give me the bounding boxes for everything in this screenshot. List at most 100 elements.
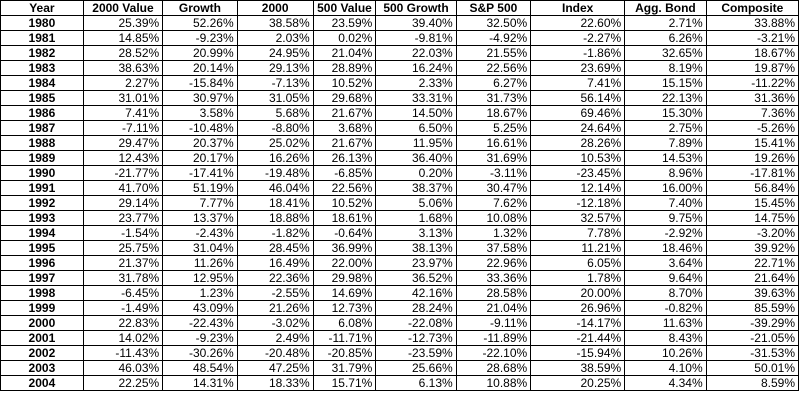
value-cell: 20.14% <box>162 60 238 76</box>
year-cell: 1985 <box>0 90 84 106</box>
year-cell: 2003 <box>0 360 84 376</box>
value-cell: 38.59% <box>530 360 626 376</box>
table-body: 1980 25.39% 52.26% 38.58% 23.59% 39.40% 32.50%… <box>0 15 799 391</box>
value-cell: 23.97% <box>375 255 457 271</box>
value-cell: 10.53% <box>530 150 626 166</box>
value-cell: 2.75% <box>624 120 707 136</box>
value-cell: -17.81% <box>705 165 799 181</box>
value-cell: 16.61% <box>455 135 532 151</box>
header-row: Year 2000 Value Growth 2000 500 Value 50… <box>0 0 799 16</box>
value-cell: 16.26% <box>236 150 314 166</box>
value-cell: -31.53% <box>705 345 799 361</box>
value-cell: 2.03% <box>236 30 314 46</box>
header-year: Year <box>0 0 84 16</box>
table-row: 1992 29.14% 7.77% 18.41% 10.52% 5.06% 7.62% -12… <box>0 195 799 211</box>
value-cell: 22.03% <box>375 45 457 61</box>
year-cell: 1998 <box>0 285 84 301</box>
value-cell: 22.71% <box>705 255 799 271</box>
value-cell: 31.04% <box>162 240 238 256</box>
value-cell: 3.13% <box>375 225 457 241</box>
year-cell: 1982 <box>0 45 84 61</box>
value-cell: -15.94% <box>530 345 626 361</box>
table-row: 2004 22.25% 14.31% 18.33% 15.71% 6.13% 10.88% 2… <box>0 375 799 391</box>
header-500-growth: 500 Growth <box>375 0 457 16</box>
header-sp500: S&P 500 <box>455 0 532 16</box>
value-cell: 56.84% <box>705 180 799 196</box>
year-cell: 2004 <box>0 375 84 391</box>
value-cell: -9.81% <box>375 30 457 46</box>
value-cell: 3.64% <box>624 255 707 271</box>
header-index: Index <box>530 0 626 16</box>
value-cell: 31.69% <box>455 150 532 166</box>
value-cell: 21.67% <box>312 135 377 151</box>
value-cell: -2.43% <box>162 225 238 241</box>
value-cell: -11.89% <box>455 330 532 346</box>
table-row: 2003 46.03% 48.54% 47.25% 31.79% 25.66% 28.68%… <box>0 360 799 376</box>
value-cell: -9.11% <box>455 315 532 331</box>
year-cell: 1980 <box>0 15 84 31</box>
value-cell: 1.32% <box>455 225 532 241</box>
year-cell: 1996 <box>0 255 84 271</box>
value-cell: -23.59% <box>375 345 457 361</box>
value-cell: 10.52% <box>312 75 377 91</box>
year-cell: 2002 <box>0 345 84 361</box>
table-row: 1991 41.70% 51.19% 46.04% 22.56% 38.37% 30.47%… <box>0 180 799 196</box>
value-cell: 21.26% <box>236 300 314 316</box>
value-cell: 36.99% <box>312 240 377 256</box>
value-cell: 16.24% <box>375 60 457 76</box>
value-cell: -11.71% <box>312 330 377 346</box>
value-cell: 21.64% <box>705 270 799 286</box>
header-growth: Growth <box>162 0 238 16</box>
value-cell: 38.63% <box>82 60 164 76</box>
header-agg-bond: Agg. Bond <box>624 0 707 16</box>
value-cell: 46.03% <box>82 360 164 376</box>
value-cell: -21.05% <box>705 330 799 346</box>
table-row: 1995 25.75% 31.04% 28.45% 36.99% 38.13% 37.58%… <box>0 240 799 256</box>
value-cell: -22.10% <box>455 345 532 361</box>
value-cell: 15.45% <box>705 195 799 211</box>
value-cell: -12.73% <box>375 330 457 346</box>
value-cell: 38.58% <box>236 15 314 31</box>
value-cell: -3.20% <box>705 225 799 241</box>
value-cell: 25.02% <box>236 135 314 151</box>
value-cell: 13.37% <box>162 210 238 226</box>
value-cell: 0.20% <box>375 165 457 181</box>
value-cell: 22.13% <box>624 90 707 106</box>
value-cell: 22.96% <box>455 255 532 271</box>
table-row: 2001 14.02% -9.23% 2.49% -11.71% -12.73% -11.8… <box>0 330 799 346</box>
value-cell: -0.82% <box>624 300 707 316</box>
value-cell: 10.52% <box>312 195 377 211</box>
table-row: 1996 21.37% 11.26% 16.49% 22.00% 23.97% 22.96%… <box>0 255 799 271</box>
value-cell: 11.95% <box>375 135 457 151</box>
value-cell: 50.01% <box>705 360 799 376</box>
value-cell: 21.67% <box>312 105 377 121</box>
value-cell: 16.00% <box>624 180 707 196</box>
value-cell: 22.25% <box>82 375 164 391</box>
value-cell: 39.92% <box>705 240 799 256</box>
value-cell: 14.53% <box>624 150 707 166</box>
header-2000-value: 2000 Value <box>82 0 164 16</box>
value-cell: 31.36% <box>705 90 799 106</box>
value-cell: 31.79% <box>312 360 377 376</box>
value-cell: 2.27% <box>82 75 164 91</box>
table-row: 1987 -7.11% -10.48% -8.80% 3.68% 6.50% 5.25% 24… <box>0 120 799 136</box>
value-cell: 21.04% <box>455 300 532 316</box>
value-cell: 15.15% <box>624 75 707 91</box>
value-cell: -10.48% <box>162 120 238 136</box>
value-cell: 8.59% <box>705 375 799 391</box>
value-cell: 29.14% <box>82 195 164 211</box>
value-cell: -21.44% <box>530 330 626 346</box>
year-cell: 1984 <box>0 75 84 91</box>
year-cell: 1989 <box>0 150 84 166</box>
value-cell: 52.26% <box>162 15 238 31</box>
value-cell: 6.50% <box>375 120 457 136</box>
value-cell: 3.68% <box>312 120 377 136</box>
value-cell: 31.73% <box>455 90 532 106</box>
value-cell: 29.68% <box>312 90 377 106</box>
value-cell: 4.10% <box>624 360 707 376</box>
value-cell: 31.01% <box>82 90 164 106</box>
value-cell: 22.83% <box>82 315 164 331</box>
table-row: 2000 22.83% -22.43% -3.02% 6.08% -22.08% -9.11… <box>0 315 799 331</box>
value-cell: -30.26% <box>162 345 238 361</box>
value-cell: 6.05% <box>530 255 626 271</box>
